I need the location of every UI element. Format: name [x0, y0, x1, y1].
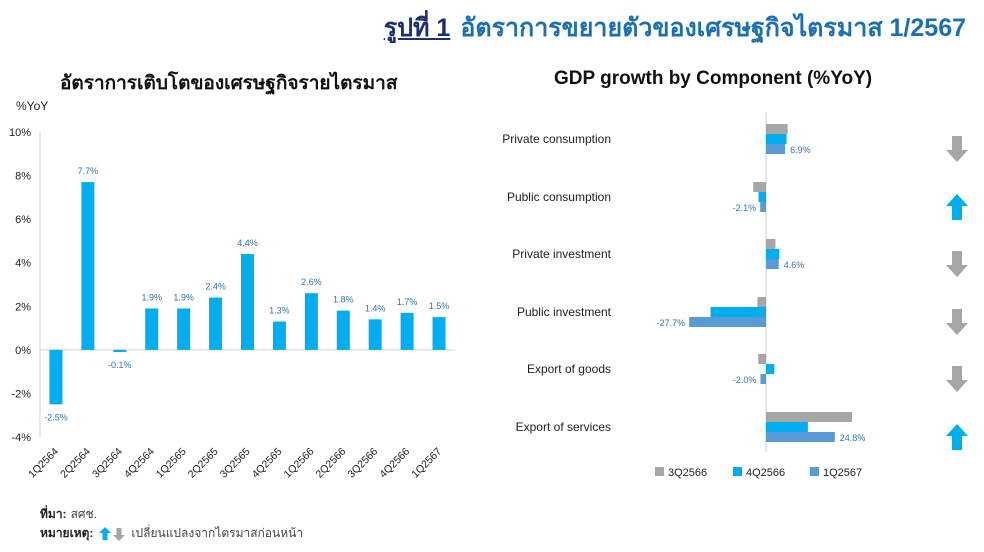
- data-label: 1.4%: [365, 303, 386, 313]
- bar-4Q2566: [766, 364, 775, 374]
- category-label: Export of goods: [527, 362, 611, 376]
- y-tick-label: 6%: [15, 214, 31, 226]
- bar-3Q2566: [766, 412, 852, 422]
- bar-4Q2566: [710, 307, 766, 317]
- y-tick-label: 0%: [15, 345, 31, 357]
- source-note: ที่มา: สศช.: [40, 505, 97, 524]
- data-label: 1.9%: [141, 292, 162, 302]
- data-label: -2.0%: [733, 375, 757, 385]
- data-label: 1.8%: [333, 295, 354, 305]
- y-tick-label: -2%: [11, 388, 31, 400]
- bar-3Q2565: [241, 254, 254, 350]
- data-label: -2.5%: [44, 412, 68, 422]
- bar-1Q2567: [689, 317, 766, 327]
- bar-3Q2564: [113, 349, 127, 353]
- legend-swatch: [810, 467, 819, 476]
- bar-3Q2566: [368, 319, 382, 350]
- legend-label: 3Q2566: [668, 467, 707, 479]
- y-tick-label: 4%: [15, 258, 31, 270]
- left-chart-title: อัตราการเติบโตของเศรษฐกิจรายไตรมาส: [60, 73, 398, 94]
- category-label: Public investment: [517, 305, 612, 319]
- data-label: 1.7%: [397, 297, 418, 307]
- bar-4Q2566: [400, 312, 414, 350]
- remark-note: หมายเหตุ: เปลี่ยนแปลงจากไตรมาสก่อนหน้า: [40, 524, 303, 543]
- bar-1Q2566: [304, 293, 318, 350]
- data-label: -27.7%: [657, 318, 686, 328]
- data-label: -0.1%: [108, 360, 132, 370]
- bar-4Q2566: [766, 249, 780, 259]
- arrow-down-icon: [946, 251, 968, 277]
- up-down-arrows-icon: [99, 526, 126, 541]
- data-label: 4.6%: [784, 260, 805, 270]
- bar-4Q2564: [145, 308, 159, 350]
- bar-4Q2565: [272, 321, 286, 350]
- bar-3Q2566: [753, 182, 766, 192]
- figure-title-text: อัตราการขยายตัวของเศรษฐกิจไตรมาส 1/2567: [460, 14, 966, 42]
- y-tick-label: 10%: [9, 127, 31, 139]
- legend-label: 1Q2567: [823, 467, 862, 479]
- legend-swatch: [733, 467, 742, 476]
- remark-value: เปลี่ยนแปลงจากไตรมาสก่อนหน้า: [131, 526, 304, 540]
- y-tick-label: 2%: [15, 301, 31, 313]
- y-axis-label: %YoY: [16, 99, 48, 113]
- data-label: 24.8%: [840, 433, 866, 443]
- bar-1Q2567: [766, 144, 786, 154]
- quarterly-growth-chart: %YoY-4%-2%0%2%4%6%8%10%-2.5%1Q25647.7%2Q…: [9, 99, 455, 481]
- category-label: Private investment: [512, 247, 611, 261]
- bar-1Q2567: [760, 202, 766, 212]
- data-label: -2.1%: [733, 203, 757, 213]
- legend-swatch: [655, 467, 664, 476]
- bar-1Q2567: [432, 317, 446, 350]
- arrow-down-icon: [946, 309, 968, 335]
- bar-4Q2566: [766, 134, 787, 144]
- figure-title: รูปที่ 1 อัตราการขยายตัวของเศรษฐกิจไตรมาส…: [384, 8, 966, 48]
- bar-3Q2566: [758, 354, 766, 364]
- bar-3Q2566: [757, 297, 766, 307]
- bar-2Q2565: [209, 297, 223, 350]
- data-label: 1.5%: [429, 301, 450, 311]
- data-label: 2.4%: [205, 282, 226, 292]
- source-value: สศช.: [70, 507, 97, 521]
- bar-3Q2566: [766, 239, 776, 249]
- bar-2Q2566: [336, 310, 350, 350]
- arrow-down-icon: [946, 366, 968, 392]
- data-label: 6.9%: [790, 145, 811, 155]
- category-label: Private consumption: [502, 132, 611, 146]
- bar-4Q2566: [758, 192, 766, 202]
- bar-1Q2565: [177, 308, 191, 350]
- data-label: 1.3%: [269, 306, 290, 316]
- bar-1Q2567: [766, 432, 835, 442]
- y-tick-label: -4%: [11, 432, 31, 444]
- figure-number: รูปที่ 1: [383, 14, 451, 42]
- arrow-up-icon: [946, 194, 968, 220]
- data-label: 7.7%: [78, 166, 99, 176]
- right-chart-title: GDP growth by Component (%YoY): [554, 68, 873, 89]
- data-label: 2.6%: [301, 277, 322, 287]
- data-label: 1.9%: [173, 292, 194, 302]
- category-label: Export of services: [516, 420, 611, 434]
- arrow-down-icon: [946, 136, 968, 162]
- bar-3Q2566: [766, 124, 788, 134]
- arrow-up-icon: [946, 424, 968, 450]
- component-growth-chart: Private consumption 6.9% Public consumptio…: [502, 112, 968, 479]
- remark-label: หมายเหตุ:: [40, 526, 94, 540]
- bar-1Q2567: [766, 259, 779, 269]
- data-label: 4.4%: [237, 238, 258, 248]
- source-label: ที่มา:: [40, 507, 67, 521]
- bar-2Q2564: [81, 182, 95, 350]
- bar-4Q2566: [766, 422, 808, 432]
- bar-1Q2567: [760, 374, 766, 384]
- legend-label: 4Q2566: [746, 467, 785, 479]
- category-label: Public consumption: [507, 190, 611, 204]
- bar-1Q2564: [49, 349, 63, 405]
- y-tick-label: 8%: [15, 171, 31, 183]
